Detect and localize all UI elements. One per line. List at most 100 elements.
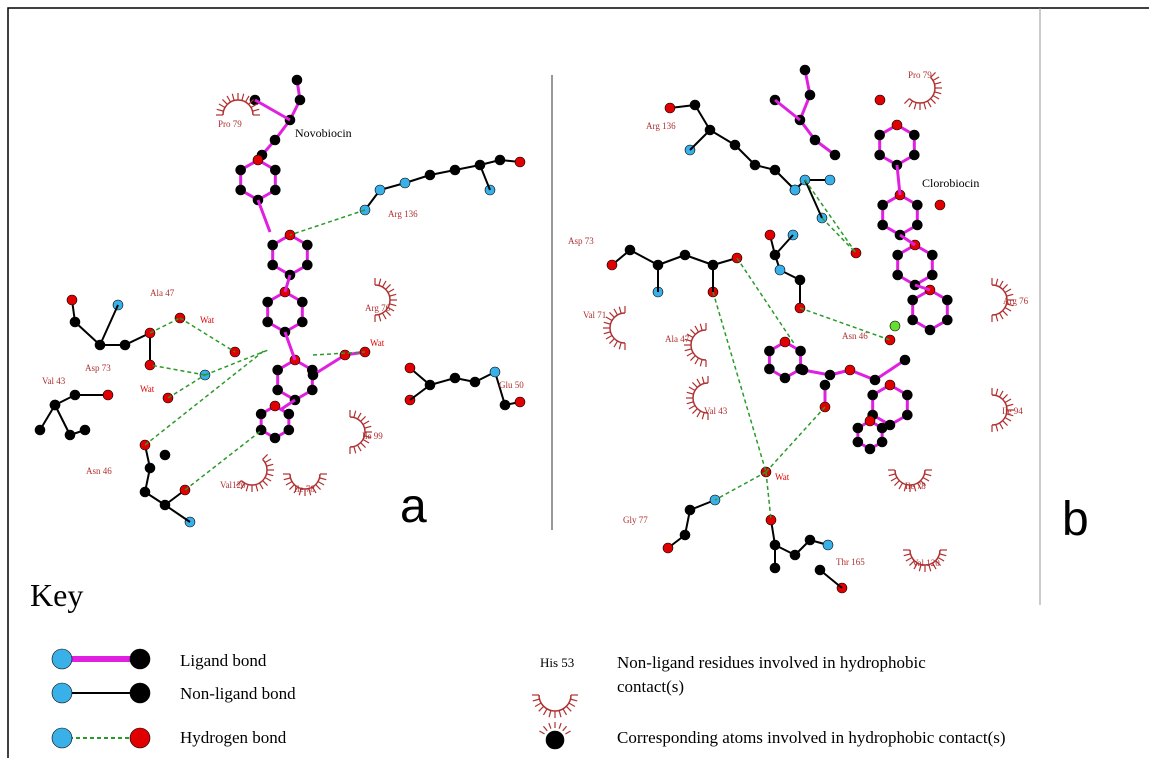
hydrophobic-tick xyxy=(565,731,570,734)
hydrophobic-tick xyxy=(263,481,268,486)
atom xyxy=(690,100,700,110)
atom xyxy=(865,444,875,454)
atom xyxy=(865,416,875,426)
atom xyxy=(764,346,774,356)
hydrophobic-tick xyxy=(1000,423,1004,429)
hydrophobic-tick xyxy=(996,279,998,286)
hydrogen-bond xyxy=(766,472,771,520)
hydrophobic-tick xyxy=(263,454,268,459)
atom xyxy=(297,317,307,327)
key-label: contact(s) xyxy=(617,677,684,696)
hydrophobic-tick xyxy=(563,709,567,715)
atom xyxy=(546,731,564,749)
hydrogen-bond xyxy=(713,292,766,472)
atom xyxy=(935,200,945,210)
hydrophobic-tick xyxy=(265,459,271,463)
hydrophobic-tick xyxy=(933,96,939,100)
atom xyxy=(875,95,885,105)
hydrophobic-arc xyxy=(539,695,571,711)
atom xyxy=(780,373,790,383)
hydrophobic-tick xyxy=(606,336,612,340)
hydrophobic-tick xyxy=(252,109,259,111)
residue-label: Wat xyxy=(775,472,790,482)
atom xyxy=(878,220,888,230)
atom xyxy=(308,370,318,380)
hydrophobic-tick xyxy=(260,483,264,489)
hydrophobic-tick xyxy=(692,409,697,414)
hydrophobic-tick xyxy=(939,554,946,556)
atom xyxy=(65,430,75,440)
hydrophobic-tick xyxy=(894,481,899,486)
residue-label: Thr 165 xyxy=(836,557,865,567)
hydrophobic-arc xyxy=(223,100,253,115)
hydrophobic-tick xyxy=(685,349,692,351)
hydrophobic-tick xyxy=(549,723,551,729)
hydrophobic-tick xyxy=(389,294,396,296)
hydrophobic-tick xyxy=(700,324,702,331)
atom xyxy=(908,315,918,325)
atom xyxy=(340,350,350,360)
atom xyxy=(130,649,150,669)
hydrophobic-tick xyxy=(934,82,941,84)
key-label: Non-ligand residues involved in hydropho… xyxy=(617,653,926,672)
hydrophobic-tick xyxy=(687,353,693,357)
atom xyxy=(680,530,690,540)
atom xyxy=(927,250,937,260)
bond xyxy=(100,305,118,345)
atom xyxy=(500,400,510,410)
atom xyxy=(942,295,952,305)
atom xyxy=(292,75,302,85)
residue-label: Ala 47 xyxy=(665,334,690,344)
hydrophobic-tick xyxy=(689,406,695,410)
ligand-name: Novobiocin xyxy=(295,126,352,140)
hydrophobic-tick xyxy=(361,416,366,421)
atom xyxy=(870,375,880,385)
residue-label: Glu 50 xyxy=(499,380,524,390)
atom xyxy=(52,728,72,748)
atom xyxy=(825,175,835,185)
hydrophobic-tick xyxy=(933,77,939,81)
bond xyxy=(280,400,295,410)
atom xyxy=(780,337,790,347)
atom xyxy=(450,165,460,175)
hydrophobic-tick xyxy=(379,279,381,286)
atom xyxy=(796,346,806,356)
hydrophobic-tick xyxy=(383,313,387,319)
atom xyxy=(270,433,280,443)
hydrophobic-tick xyxy=(539,706,544,711)
hydrophobic-tick xyxy=(266,474,273,476)
atom xyxy=(52,683,72,703)
atom xyxy=(273,365,283,375)
residue-label: Pro 79 xyxy=(908,70,932,80)
atom xyxy=(375,185,385,195)
hydrophobic-tick xyxy=(566,706,571,711)
key-label: Hydrogen bond xyxy=(180,728,287,747)
hydrophobic-tick xyxy=(619,307,621,314)
hydrophobic-tick xyxy=(689,387,695,391)
atom xyxy=(470,377,480,387)
hydrophobic-tick xyxy=(909,101,913,107)
hydrophobic-tick xyxy=(1003,284,1008,289)
hydrophobic-tick xyxy=(697,379,701,385)
hydrophobic-tick xyxy=(1005,418,1011,422)
atom xyxy=(140,487,150,497)
atom xyxy=(800,65,810,75)
atom xyxy=(877,423,887,433)
hydrogen-bond xyxy=(715,472,766,500)
hydrophobic-tick xyxy=(361,443,366,448)
atom xyxy=(750,160,760,170)
residue-label: Val 71 xyxy=(583,310,606,320)
hydrophobic-tick xyxy=(690,356,695,361)
hydrophobic-tick xyxy=(904,554,911,556)
hydrophobic-tick xyxy=(358,413,362,419)
atom xyxy=(35,425,45,435)
hydrophobic-tick xyxy=(687,392,694,394)
hydrophobic-tick xyxy=(1000,391,1004,397)
atom xyxy=(307,385,317,395)
hydrophobic-tick xyxy=(246,96,250,102)
hydrophobic-tick xyxy=(931,99,936,104)
residue-label: Wat xyxy=(140,384,155,394)
hydrophobic-tick xyxy=(389,304,396,306)
atom xyxy=(256,409,266,419)
hydrophobic-tick xyxy=(265,478,271,482)
